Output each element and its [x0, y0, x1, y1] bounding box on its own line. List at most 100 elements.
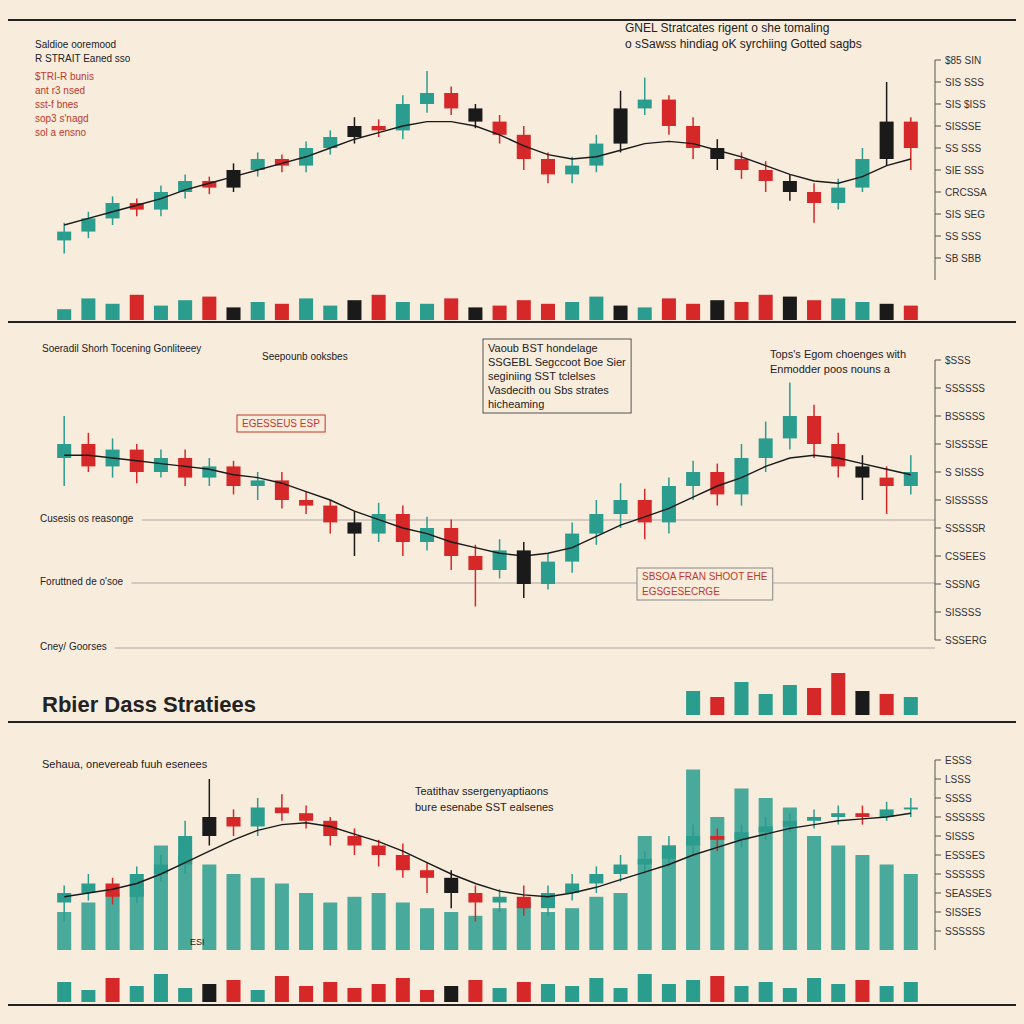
tick-mark: [935, 360, 941, 361]
volume-bar: [178, 988, 192, 1002]
volume-bar: [493, 306, 507, 320]
volume-bar: [783, 297, 797, 320]
candle-body: [831, 188, 845, 203]
tick-mark: [935, 416, 941, 417]
annotation: hicheaming: [488, 398, 544, 410]
volume-bar: [154, 974, 168, 1002]
tick-mark: [935, 798, 941, 799]
divider: [8, 1004, 1016, 1006]
candle-body: [517, 897, 531, 908]
volume-bar: [831, 984, 845, 1002]
volume-area: [686, 673, 918, 715]
tick-mark: [935, 444, 941, 445]
volume-bar: [734, 302, 748, 320]
candle-body: [493, 897, 507, 903]
background: [0, 0, 1024, 1024]
tick-label: SSSSSS: [945, 926, 985, 937]
candle-body: [904, 808, 918, 810]
candle-body: [759, 438, 773, 458]
volume-bar: [855, 691, 869, 715]
volume-bar: [783, 685, 797, 715]
candle-body: [347, 522, 361, 533]
candle-body: [57, 893, 71, 903]
tick-label: $SSS: [945, 355, 971, 366]
volume-bar: [347, 988, 361, 1002]
texts: $SSSSSSSSSBSSSSSSISSSSES SISSSSISSSSSSSS…: [40, 339, 988, 652]
tick-mark: [935, 472, 941, 473]
tick-label: SIS $ISS: [945, 99, 986, 110]
volume-bar: [638, 974, 652, 1002]
volume-bar: [202, 984, 216, 1002]
candle-body: [880, 122, 894, 159]
volume-bar: [686, 304, 700, 320]
bar: [614, 893, 628, 950]
tick-label: SS SSS: [945, 143, 981, 154]
bar: [396, 903, 410, 951]
volume-bar: [396, 978, 410, 1002]
candle-body: [444, 878, 458, 893]
annotation: Tops's Egom choenges with: [770, 348, 906, 360]
volume-bar: [420, 304, 434, 320]
candle-body: [347, 836, 361, 846]
volume-bar: [710, 300, 724, 320]
panel-0: $85 SINSIS SSSSIS $ISSSISSSESS SSSSIE SS…: [35, 21, 987, 320]
bar: [541, 912, 555, 950]
volume-bar: [251, 302, 265, 320]
candle-body: [807, 416, 821, 444]
volume-bar: [57, 982, 71, 1002]
volume-bar: [202, 297, 216, 320]
candle-body: [783, 821, 797, 827]
candle-body: [299, 813, 313, 821]
volume-bar: [323, 982, 337, 1002]
bar: [444, 912, 458, 950]
volume-bar: [662, 984, 676, 1002]
bar: [347, 897, 361, 950]
candle-body: [807, 192, 821, 203]
candle-wick: [426, 71, 428, 113]
tick-mark: [935, 104, 941, 105]
bar: [154, 846, 168, 951]
tick-label: CRCSSA: [945, 187, 987, 198]
tick-mark: [935, 528, 941, 529]
candle-body: [589, 144, 603, 166]
volume-bar: [710, 976, 724, 1002]
bar: [372, 893, 386, 950]
annotation-box: [483, 339, 631, 413]
bar: [904, 874, 918, 950]
tick-mark: [935, 192, 941, 193]
volume-area: [57, 974, 918, 1002]
volume-bar: [468, 980, 482, 1002]
annotation-rule: [132, 583, 935, 584]
candle-body: [468, 108, 482, 121]
tick-label: SSSSSS: [945, 869, 985, 880]
bar: [420, 908, 434, 950]
candle-body: [638, 100, 652, 109]
candle-body: [468, 556, 482, 570]
tick-mark: [935, 258, 941, 259]
volume-bar: [323, 306, 337, 320]
tick-label: SIS SEG: [945, 209, 985, 220]
tick-mark: [935, 836, 941, 837]
bar: [831, 846, 845, 951]
volume-bar: [686, 980, 700, 1002]
tick-mark: [935, 584, 941, 585]
tick-mark: [935, 760, 941, 761]
candle-body: [831, 813, 845, 817]
volume-bar: [759, 694, 773, 715]
plot-area: [57, 770, 918, 951]
tick-mark: [935, 893, 941, 894]
candle-body: [565, 166, 579, 175]
candle-body: [662, 100, 676, 126]
tick-label: CSSEES: [945, 551, 986, 562]
candle-body: [275, 808, 289, 814]
volume-bar: [130, 295, 144, 320]
volume-bar: [880, 694, 894, 715]
bar: [81, 903, 95, 951]
candle-body: [759, 170, 773, 181]
bar: [565, 908, 579, 950]
candle-body: [154, 458, 168, 472]
tick-label: SSSSSS: [945, 383, 985, 394]
volume-bar: [831, 298, 845, 320]
bar: [734, 789, 748, 951]
volume-bar: [130, 986, 144, 1002]
